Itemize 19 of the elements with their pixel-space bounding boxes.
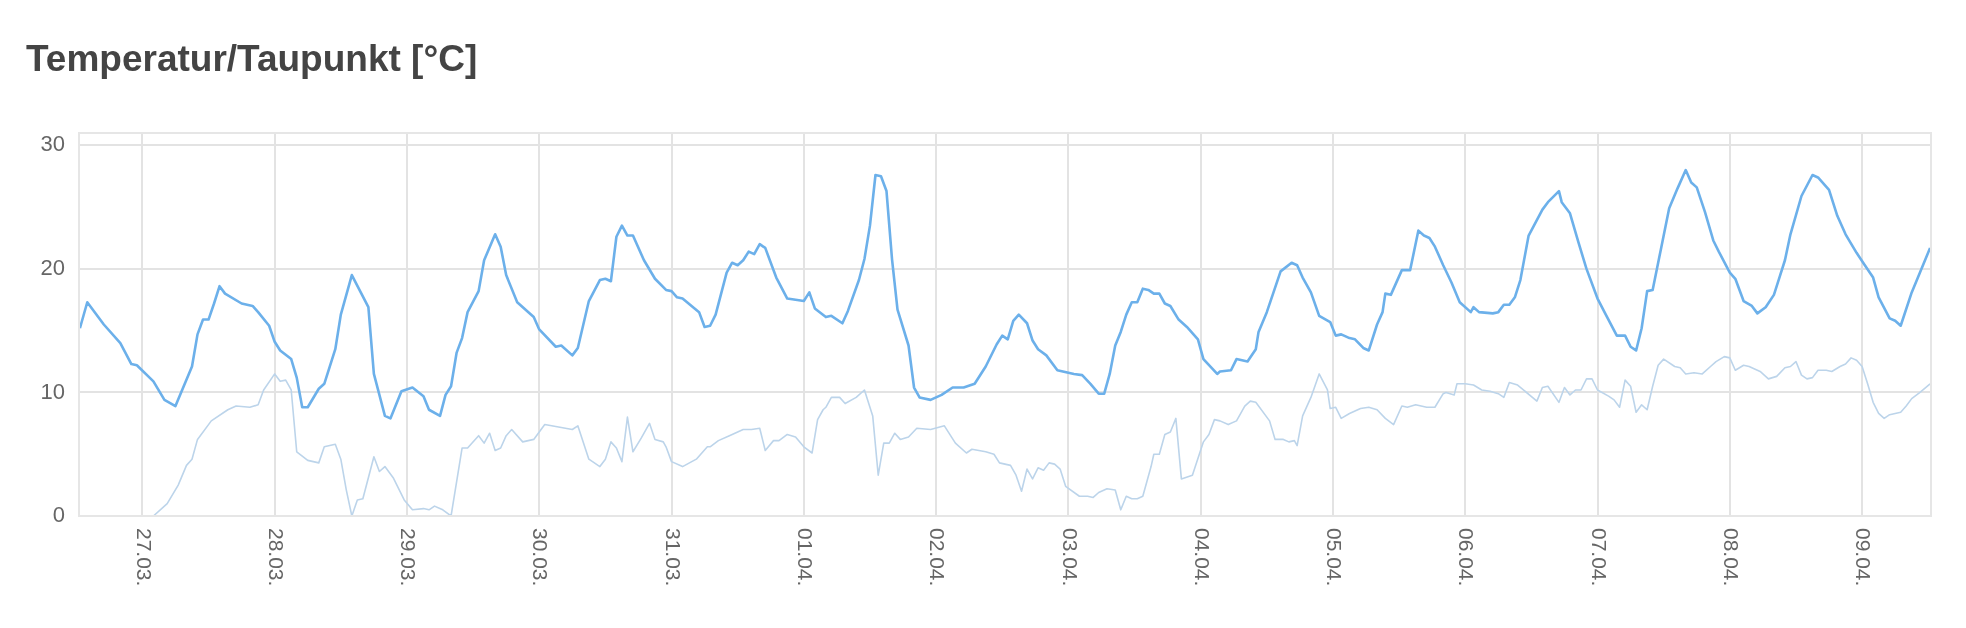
x-tick-label: 28.03. bbox=[264, 528, 288, 587]
x-tick-label: 30.03. bbox=[529, 528, 553, 587]
x-tick-label: 08.04. bbox=[1720, 528, 1744, 587]
x-tick-label: 29.03. bbox=[397, 528, 421, 587]
chart-title: Temperatur/Taupunkt [°C] bbox=[26, 38, 478, 80]
x-tick-label: 02.04. bbox=[926, 528, 950, 587]
x-tick-label: 05.04. bbox=[1323, 528, 1347, 587]
y-tick-label: 10 bbox=[40, 378, 65, 404]
x-tick-label: 27.03. bbox=[132, 528, 156, 587]
x-tick-label: 01.04. bbox=[794, 528, 818, 587]
x-tick-label: 31.03. bbox=[661, 528, 685, 587]
x-tick-label: 07.04. bbox=[1587, 528, 1611, 587]
y-tick-label: 0 bbox=[52, 502, 65, 528]
x-tick-label: 06.04. bbox=[1455, 528, 1479, 587]
x-tick-label: 04.04. bbox=[1190, 528, 1214, 587]
y-tick-label: 30 bbox=[40, 131, 65, 157]
x-tick-label: 03.04. bbox=[1058, 528, 1082, 587]
x-tick-label: 09.04. bbox=[1852, 528, 1876, 587]
y-tick-label: 20 bbox=[40, 254, 65, 280]
